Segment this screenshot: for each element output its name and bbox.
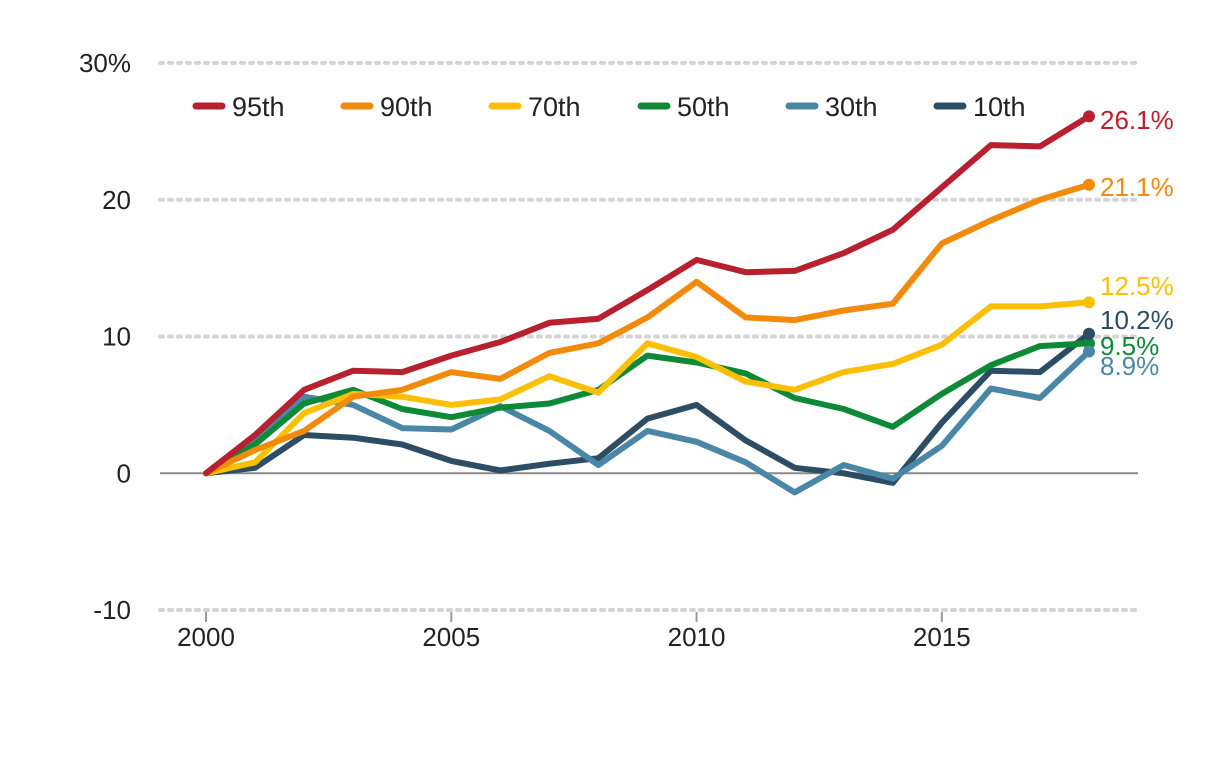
legend: 95th 90th 70th 50th 30th 10th <box>192 92 1026 122</box>
end-label-70th: 12.5% <box>1100 271 1174 301</box>
legend-label: 95th <box>232 92 285 122</box>
y-tick-label: 10 <box>102 322 131 352</box>
legend-label: 70th <box>528 92 581 122</box>
end-point-10th <box>1083 327 1095 340</box>
legend-item-95th: 95th <box>192 92 285 122</box>
series-line-95th <box>203 113 1092 477</box>
legend-label: 30th <box>825 92 878 122</box>
end-label-50th: 9.5% <box>1100 331 1159 361</box>
end-label-30th: 8.9% <box>1100 351 1159 381</box>
y-tick-label: -10 <box>93 595 131 625</box>
end-label-95th: 26.1% <box>1100 105 1174 135</box>
y-tick-label: 30% <box>79 48 131 78</box>
series-lines <box>203 110 1095 496</box>
end-point-50th <box>1083 337 1095 350</box>
legend-label: 50th <box>677 92 730 122</box>
end-point-95th <box>1083 110 1095 123</box>
x-tick-label: 2015 <box>913 622 971 652</box>
y-tick-label: 0 <box>117 458 131 488</box>
legend-item-70th: 70th <box>488 92 581 122</box>
x-tick-label: 2000 <box>177 622 235 652</box>
legend-item-50th: 50th <box>637 92 730 122</box>
legend-label: 90th <box>380 92 433 122</box>
y-tick-label: 20 <box>102 185 131 215</box>
legend-item-30th: 30th <box>785 92 878 122</box>
series-line-90th <box>203 181 1092 477</box>
end-label-10th: 10.2% <box>1100 305 1174 335</box>
end-labels: 26.1% 21.1% 12.5% 9.5%8.9% 10.2% <box>1100 105 1174 381</box>
series-line-10th <box>203 330 1092 486</box>
grid-lines <box>158 61 1140 612</box>
legend-label: 10th <box>973 92 1026 122</box>
x-axis: 2000 2005 2010 2015 <box>177 612 971 652</box>
end-point-30th <box>1083 345 1095 358</box>
end-point-70th <box>1083 296 1095 309</box>
x-tick-label: 2005 <box>422 622 480 652</box>
x-tick-label: 2010 <box>668 622 726 652</box>
y-axis: 30% 20 10 0 -10 <box>79 48 131 625</box>
series-line-50th <box>203 340 1092 477</box>
legend-item-90th: 90th <box>340 92 433 122</box>
legend-item-10th: 10th <box>933 92 1026 122</box>
end-point-90th <box>1083 178 1095 191</box>
series-line-30th <box>203 348 1092 496</box>
end-label-90th: 21.1% <box>1100 172 1174 202</box>
